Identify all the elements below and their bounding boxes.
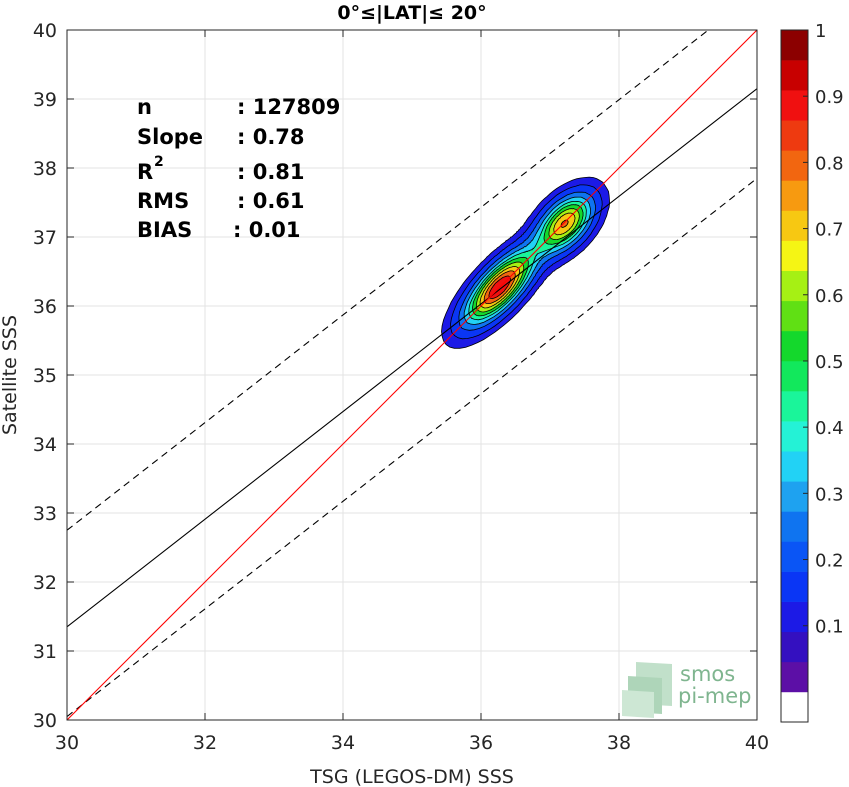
colorbar-band [781, 391, 808, 422]
y-tick-label: 34 [33, 434, 57, 456]
y-tick-label: 39 [33, 89, 57, 111]
colorbar-band [781, 571, 808, 602]
chart-title: 0°≤|LAT|≤ 20° [337, 2, 486, 24]
x-axis-label: TSG (LEGOS-DM) SSS [309, 766, 514, 787]
colorbar-band [781, 150, 808, 181]
x-tick-label: 38 [607, 732, 631, 754]
colorbar-band [781, 330, 808, 362]
colorbar-tick-label: 0.6 [815, 286, 844, 307]
x-tick-label: 34 [331, 732, 355, 754]
y-tick-label: 31 [33, 641, 57, 663]
y-tick-label: 33 [33, 503, 57, 525]
stat-bias-value: : 0.01 [233, 218, 301, 242]
colorbar-band [781, 421, 808, 452]
colorbar-band [781, 120, 808, 151]
colorbar-band [781, 691, 808, 723]
x-tick-label: 32 [193, 732, 217, 754]
colorbar-band [781, 270, 808, 302]
stat-bias-label: BIAS [137, 218, 192, 242]
logo-text-smos: smos [680, 662, 735, 686]
stat-r2-value: : 0.81 [237, 160, 305, 184]
y-tick-label: 40 [33, 20, 57, 42]
colorbar-band [781, 90, 808, 121]
stat-n-label: n [137, 95, 152, 119]
colorbar-band [781, 300, 808, 332]
fit-upper-bound-line [67, 30, 710, 531]
x-tick-label: 40 [745, 732, 769, 754]
colorbar-band [781, 481, 808, 512]
colorbar-tick-label: 0.8 [815, 153, 844, 174]
reference-lines [67, 30, 757, 720]
colorbar-tick-label: 1 [815, 21, 826, 42]
fit-line [67, 88, 757, 628]
colorbar-tick-label: 0.9 [815, 87, 844, 108]
logo-text-pimep: pi-mep [678, 684, 751, 708]
colorbar-band [781, 210, 808, 241]
colorbar-tick-label: 0.5 [815, 352, 844, 373]
y-tick-label: 35 [33, 365, 57, 387]
x-tick-label: 30 [55, 732, 79, 754]
statistics-box: n : 127809 Slope : 0.78 R 2 : 0.81 RMS :… [137, 95, 340, 242]
stat-rms-value: : 0.61 [237, 189, 305, 213]
y-tick-label: 30 [33, 710, 57, 732]
identity-line [67, 30, 757, 720]
colorbar-tick-label: 0.4 [815, 418, 844, 439]
y-axis-label: Satellite SSS [0, 315, 21, 435]
fit-lower-bound-line [67, 177, 757, 717]
y-tick-label: 37 [33, 227, 57, 249]
logo-mark-icon [622, 662, 672, 718]
stat-r2-label: R [137, 160, 153, 184]
colorbar-band [781, 180, 808, 211]
colorbar-band [781, 631, 808, 663]
colorbar-tick-label: 0.3 [815, 484, 844, 505]
stat-slope-value: : 0.78 [237, 125, 305, 149]
colorbar-band [781, 511, 808, 542]
colorbar: 0.1 0.2 0.3 0.4 0.5 0.6 0.7 0.8 0.9 1 [781, 21, 844, 723]
colorbar-band [781, 661, 808, 693]
stat-rms-label: RMS [137, 189, 189, 213]
colorbar-tick-label: 0.2 [815, 551, 844, 572]
colorbar-band [781, 360, 808, 392]
stat-r2-superscript: 2 [154, 154, 164, 170]
colorbar-band [781, 240, 808, 271]
y-tick-label: 32 [33, 572, 57, 594]
colorbar-band [781, 30, 808, 61]
colorbar-tick-label: 0.1 [815, 617, 844, 638]
y-tick-label: 38 [33, 158, 57, 180]
colorbar-tick-label: 0.7 [815, 220, 844, 241]
axis-ticks: 30 32 34 36 38 40 30 31 32 33 34 35 36 37 38 39 40 [33, 20, 769, 754]
colorbar-band [781, 451, 808, 482]
colorbar-frame [780, 29, 809, 723]
stat-n-value: : 127809 [237, 95, 340, 119]
x-tick-label: 36 [469, 732, 493, 754]
colorbar-band [781, 60, 808, 91]
colorbar-band [781, 541, 808, 572]
stat-slope-label: Slope [137, 125, 203, 149]
y-tick-label: 36 [33, 296, 57, 318]
grid-lines [66, 29, 758, 721]
colorbar-band [781, 601, 808, 633]
smos-pimep-logo: smos pi-mep [622, 662, 751, 718]
